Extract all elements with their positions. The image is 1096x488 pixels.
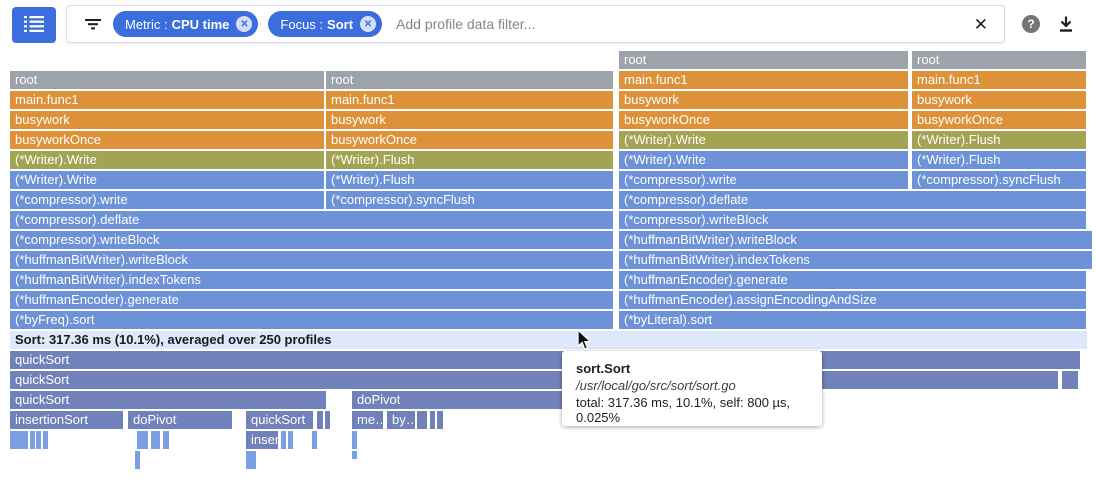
flame-box[interactable] — [36, 431, 41, 449]
flame-box[interactable]: (*huffmanEncoder).assignEncodingAndSize — [619, 291, 1086, 309]
flame-box[interactable]: busywork — [619, 91, 908, 109]
flame-box[interactable]: busyworkOnce — [619, 111, 908, 129]
flame-box[interactable]: insertionSort — [10, 411, 123, 429]
flame-box[interactable]: (*byFreq).sort — [10, 311, 613, 329]
flame-box[interactable]: (*huffmanEncoder).generate — [10, 291, 613, 309]
flame-box[interactable]: main.func1 — [619, 71, 908, 89]
flame-box[interactable]: (*Writer).Write — [10, 151, 324, 169]
flame-box[interactable]: main.func1 — [10, 91, 324, 109]
flame-box[interactable]: main.func1 — [912, 71, 1086, 89]
flame-box[interactable]: (*compressor).write — [619, 171, 908, 189]
flame-view-toggle-button[interactable] — [12, 7, 56, 43]
flame-box[interactable]: me… — [352, 411, 383, 429]
flame-box[interactable]: (*compressor).syncFlush — [912, 171, 1086, 189]
chip-close-icon[interactable]: ✕ — [236, 16, 253, 32]
flame-box[interactable]: root — [912, 51, 1086, 69]
flame-box[interactable]: (*compressor).write — [10, 191, 324, 209]
flame-box[interactable]: inserti… — [246, 431, 278, 449]
flame-box[interactable]: (*huffmanBitWriter).indexTokens — [619, 251, 1092, 269]
flame-box[interactable] — [246, 451, 251, 469]
filter-bar: Metric : CPU time ✕ Focus : Sort ✕ ✕ — [66, 5, 1005, 43]
flame-box[interactable]: (*Writer).Write — [619, 151, 908, 169]
flame-box[interactable]: Sort: 317.36 ms (10.1%), averaged over 2… — [10, 331, 1087, 349]
flame-box[interactable]: root — [10, 71, 324, 89]
function-tooltip: sort.Sort /usr/local/go/src/sort/sort.go… — [562, 351, 822, 426]
clear-filters-icon[interactable]: ✕ — [973, 14, 988, 34]
toolbar: Metric : CPU time ✕ Focus : Sort ✕ ✕ ? — [0, 0, 1096, 48]
flame-box[interactable]: busyworkOnce — [326, 131, 613, 149]
flame-box[interactable] — [251, 451, 256, 469]
filter-chip-metric[interactable]: Metric : CPU time ✕ — [113, 11, 259, 37]
flame-box[interactable]: (*huffmanBitWriter).indexTokens — [10, 271, 613, 289]
flame-box[interactable] — [437, 411, 443, 429]
flame-box[interactable] — [317, 411, 323, 429]
flame-box[interactable] — [43, 431, 48, 449]
flame-box[interactable]: (*compressor).syncFlush — [326, 191, 613, 209]
chip-close-icon[interactable]: ✕ — [360, 16, 377, 32]
flame-box[interactable] — [281, 431, 286, 449]
flame-box[interactable] — [325, 411, 330, 429]
flame-box[interactable] — [417, 411, 427, 429]
tooltip-stats: total: 317.36 ms, 10.1%, self: 800 µs, 0… — [576, 395, 791, 425]
flame-box[interactable]: by… — [387, 411, 415, 429]
filter-chip-focus[interactable]: Focus : Sort ✕ — [268, 11, 383, 37]
flame-box[interactable]: (*compressor).deflate — [10, 211, 613, 229]
chip-value: Sort — [327, 16, 354, 32]
flame-box[interactable] — [137, 431, 148, 449]
help-icon[interactable]: ? — [1022, 15, 1040, 33]
flame-box[interactable]: (*Writer).Flush — [326, 151, 613, 169]
flame-box[interactable]: busywork — [10, 111, 324, 129]
flame-box[interactable]: busywork — [912, 91, 1086, 109]
flame-box[interactable]: (*huffmanBitWriter).writeBlock — [10, 251, 613, 269]
flame-box[interactable] — [163, 431, 169, 449]
filter-input[interactable] — [394, 15, 968, 33]
flame-box[interactable]: (*byLiteral).sort — [619, 311, 1086, 329]
flame-box[interactable]: root — [619, 51, 908, 69]
flame-box[interactable]: (*Writer).Flush — [326, 171, 613, 189]
flame-box[interactable] — [30, 431, 35, 449]
flame-box[interactable] — [352, 451, 357, 459]
flame-box[interactable]: (*Writer).Flush — [912, 131, 1086, 149]
flame-box[interactable] — [135, 451, 140, 469]
flame-box[interactable]: (*Writer).Write — [10, 171, 324, 189]
flame-box[interactable]: (*compressor).writeBlock — [10, 231, 613, 249]
tooltip-source-path: /usr/local/go/src/sort/sort.go — [576, 378, 736, 393]
flame-box[interactable]: quickSort — [10, 391, 326, 409]
tooltip-function-name: sort.Sort — [576, 361, 631, 376]
flame-box[interactable] — [10, 431, 28, 449]
flame-box[interactable]: busywork — [326, 111, 613, 129]
flame-box[interactable]: main.func1 — [326, 91, 613, 109]
chip-key: Focus : — [280, 16, 324, 32]
flame-box[interactable]: (*compressor).writeBlock — [619, 211, 1086, 229]
flame-box[interactable] — [288, 431, 293, 449]
filter-list-icon — [83, 14, 103, 34]
flame-box[interactable]: busyworkOnce — [912, 111, 1086, 129]
flame-box[interactable] — [1062, 371, 1078, 389]
download-icon[interactable] — [1056, 14, 1076, 39]
flame-box[interactable]: (*Writer).Flush — [912, 151, 1086, 169]
flame-box[interactable]: (*Writer).Write — [619, 131, 908, 149]
flame-box[interactable]: (*compressor).deflate — [619, 191, 1086, 209]
flame-box[interactable]: (*huffmanEncoder).generate — [619, 271, 1086, 289]
flame-box[interactable]: quickSort — [246, 411, 313, 429]
flame-box[interactable]: (*huffmanBitWriter).writeBlock — [619, 231, 1092, 249]
flame-box[interactable] — [151, 431, 160, 449]
list-icon — [24, 15, 44, 36]
flame-box[interactable] — [430, 411, 435, 429]
flame-box[interactable]: quickSort — [10, 371, 1058, 389]
flame-box[interactable]: doPivot — [128, 411, 232, 429]
chip-value: CPU time — [171, 16, 230, 32]
flame-box[interactable]: quickSort — [10, 351, 1080, 369]
flame-box[interactable] — [312, 431, 317, 449]
flame-box[interactable]: busyworkOnce — [10, 131, 324, 149]
flame-box[interactable]: root — [326, 71, 613, 89]
flame-box[interactable] — [352, 431, 357, 449]
chip-key: Metric : — [125, 16, 168, 32]
